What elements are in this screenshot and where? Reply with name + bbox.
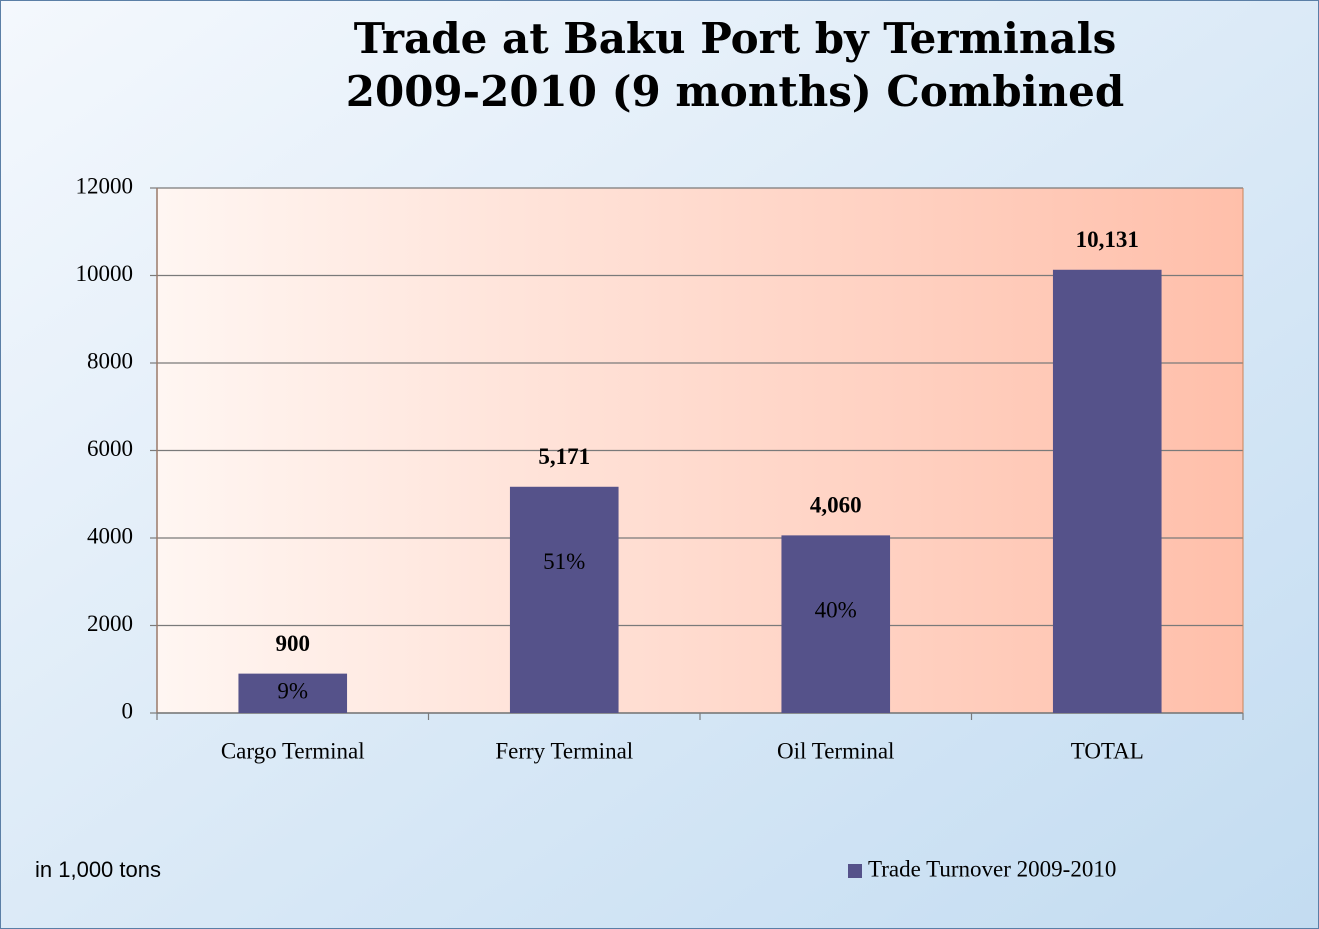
x-tick-label: Oil Terminal (777, 738, 894, 763)
value-label: 5,171 (538, 444, 590, 469)
bar (1052, 269, 1162, 713)
chart-title: 2009-2010 (9 months) Combined (346, 67, 1124, 116)
y-tick-label: 6000 (87, 436, 133, 461)
note: in 1,000 tons (35, 857, 161, 882)
y-tick-label: 12000 (76, 173, 134, 198)
value-label: 4,060 (810, 493, 862, 518)
x-tick-label: TOTAL (1071, 738, 1144, 763)
share-label: 9% (277, 679, 308, 704)
x-tick-label: Ferry Terminal (495, 738, 633, 763)
y-tick-label: 8000 (87, 348, 133, 373)
value-label: 10,131 (1076, 227, 1139, 252)
value-label: 900 (276, 631, 311, 656)
bar (509, 486, 619, 713)
legend-swatch (848, 864, 862, 878)
share-label: 40% (815, 598, 857, 623)
chart-title: Trade at Baku Port by Terminals (354, 14, 1117, 63)
bar (781, 535, 891, 713)
y-tick-label: 0 (122, 698, 134, 723)
y-tick-label: 2000 (87, 611, 133, 636)
y-tick-label: 10000 (76, 261, 134, 286)
bar (238, 673, 348, 713)
legend-label: Trade Turnover 2009-2010 (868, 856, 1116, 881)
y-tick-label: 4000 (87, 523, 133, 548)
x-tick-label: Cargo Terminal (221, 738, 365, 763)
share-label: 51% (543, 549, 585, 574)
